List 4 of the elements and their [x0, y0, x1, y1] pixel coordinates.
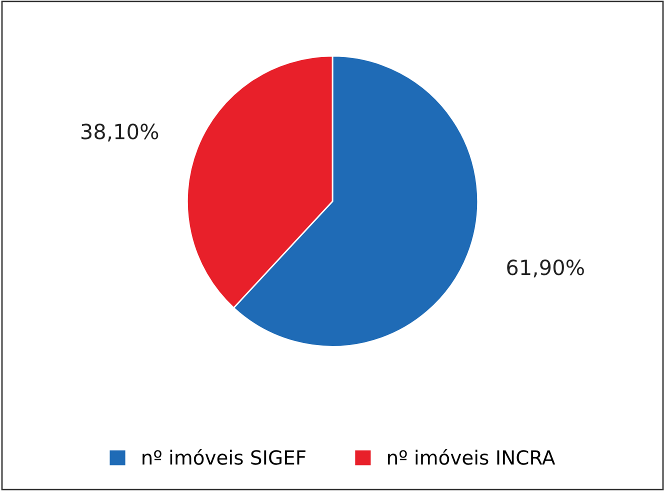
legend-label: nº imóveis INCRA — [388, 448, 556, 465]
data-label: 38,10% — [81, 124, 158, 142]
legend-label: nº imóveis SIGEF — [142, 448, 306, 465]
data-label: 61,90% — [507, 260, 584, 278]
